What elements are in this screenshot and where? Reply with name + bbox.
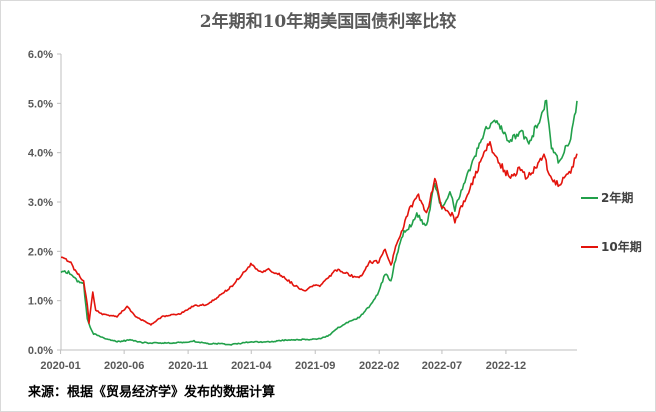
x-tick-label: 2020-06 xyxy=(104,360,144,372)
y-tick-label: 4.0% xyxy=(28,148,53,160)
y-tick-label: 6.0% xyxy=(28,49,53,61)
source-note: 来源：根据《贸易经济学》发布的数据计算 xyxy=(28,385,276,400)
x-tick-label: 2021-04 xyxy=(231,360,272,372)
series-line-1 xyxy=(60,99,578,346)
y-tick-label: 1.0% xyxy=(28,296,53,308)
x-tick-label: 2020-11 xyxy=(168,360,208,372)
y-tick-label: 5.0% xyxy=(28,98,53,110)
legend-label: 2年期 xyxy=(601,190,633,205)
x-axis: 2020-01 2020-06 2020-11 2021-04 2021-09 2022-… xyxy=(40,349,577,372)
x-tick-label: 2020-01 xyxy=(40,360,80,372)
y-tick-label: 2.0% xyxy=(28,246,53,258)
legend: 2年期 10年期 xyxy=(581,190,642,254)
legend-label: 10年期 xyxy=(601,239,642,254)
series-line-2 xyxy=(61,141,578,326)
x-tick-label: 2022-07 xyxy=(422,360,462,372)
y-tick-label: 0.0% xyxy=(28,345,53,357)
y-tick-label: 3.0% xyxy=(28,197,53,209)
y-axis: 0.0% 1.0% 2.0% 3.0% 4.0% 5.0% 6.0% xyxy=(28,49,62,357)
x-tick-label: 2022-02 xyxy=(359,360,399,372)
x-tick-label: 2022-12 xyxy=(486,360,526,372)
x-tick-label: 2021-09 xyxy=(295,360,335,372)
series-layer xyxy=(60,99,578,346)
chart-title: 2年期和10年期美国国债利率比较 xyxy=(200,11,457,32)
